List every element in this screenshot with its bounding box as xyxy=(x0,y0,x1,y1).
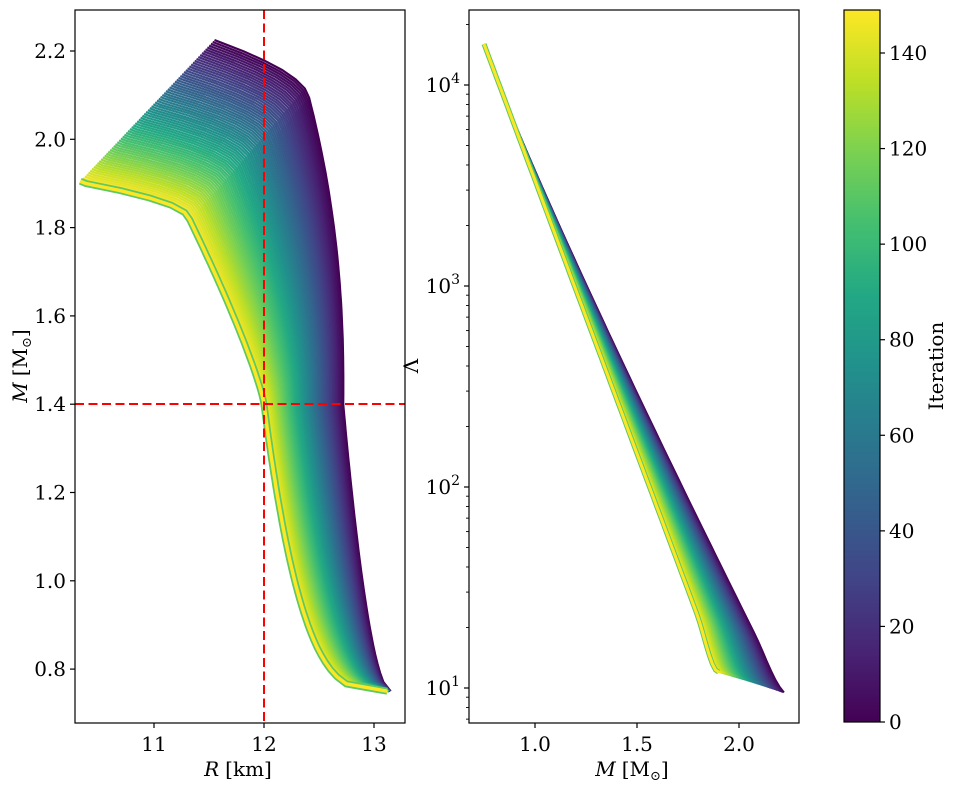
lambda-curve-final xyxy=(482,43,720,674)
left-ylabel: M[M⊙] xyxy=(8,329,35,403)
colorbar-tick-label: 40 xyxy=(889,519,914,543)
ytick-label: 0.8 xyxy=(34,657,66,681)
right-panel-lambda-mass: 101 102 103 104 1.0 1.5 2.0 M [M⊙] Λ xyxy=(399,9,800,784)
reference-lines xyxy=(75,10,405,723)
left-ticks: 0.8 1.0 1.2 1.4 1.6 1.8 2.0 2.2 11 12 13 xyxy=(34,39,387,756)
lambda-mass-curves xyxy=(481,43,785,694)
colorbar-tick-label: 0 xyxy=(889,710,902,734)
xtick-label: 12 xyxy=(251,732,276,756)
ytick-label: 1.6 xyxy=(34,304,66,328)
colorbar-tick-label: 80 xyxy=(889,328,914,352)
ytick-label: 103 xyxy=(426,272,460,298)
mr-curve-final xyxy=(79,179,388,693)
ytick-label: 1.4 xyxy=(34,392,66,416)
xtick-label: 2.0 xyxy=(723,732,755,756)
xtick-label: 11 xyxy=(141,732,166,756)
colorbar-ticks: 0 20 40 60 80 100 120 140 xyxy=(880,41,927,734)
lambda-curve xyxy=(482,43,784,693)
right-ticks: 101 102 103 104 1.0 1.5 2.0 xyxy=(426,24,755,756)
right-axes-frame xyxy=(468,9,800,724)
xtick-label: 1.0 xyxy=(519,732,551,756)
colorbar-tick-label: 60 xyxy=(889,423,914,447)
right-xlabel: M [M⊙] xyxy=(594,757,668,784)
left-axes-frame xyxy=(74,9,406,724)
right-ylabel: Λ xyxy=(399,358,423,374)
colorbar-tick-label: 140 xyxy=(889,41,927,65)
left-panel-mass-radius: 0.8 1.0 1.2 1.4 1.6 1.8 2.0 2.2 11 12 13 R [km] M[M… xyxy=(8,9,406,781)
ytick-label: 102 xyxy=(426,473,460,499)
xtick-label: 1.5 xyxy=(621,732,653,756)
ytick-label: 1.0 xyxy=(34,569,66,593)
lambda-curve xyxy=(482,43,785,694)
colorbar: 0 20 40 60 80 100 120 140 Iteration xyxy=(843,9,948,734)
ytick-label: 1.2 xyxy=(34,481,66,505)
ytick-label: 101 xyxy=(426,674,460,700)
colorbar-tick-label: 120 xyxy=(889,137,927,161)
lambda-curve xyxy=(482,43,783,693)
colorbar-tick-label: 100 xyxy=(889,232,927,256)
ytick-label: 1.8 xyxy=(34,216,66,240)
xtick-label: 13 xyxy=(361,732,386,756)
ytick-label: 104 xyxy=(426,71,460,97)
colorbar-tick-label: 20 xyxy=(889,614,914,638)
colorbar-label: Iteration xyxy=(924,322,948,411)
lambda-curve xyxy=(482,43,783,693)
ytick-label: 2.2 xyxy=(34,39,66,63)
left-xlabel: R [km] xyxy=(203,757,272,781)
colorbar-gradient xyxy=(843,9,881,723)
mass-radius-curves xyxy=(78,38,392,695)
ytick-label: 2.0 xyxy=(34,127,66,151)
